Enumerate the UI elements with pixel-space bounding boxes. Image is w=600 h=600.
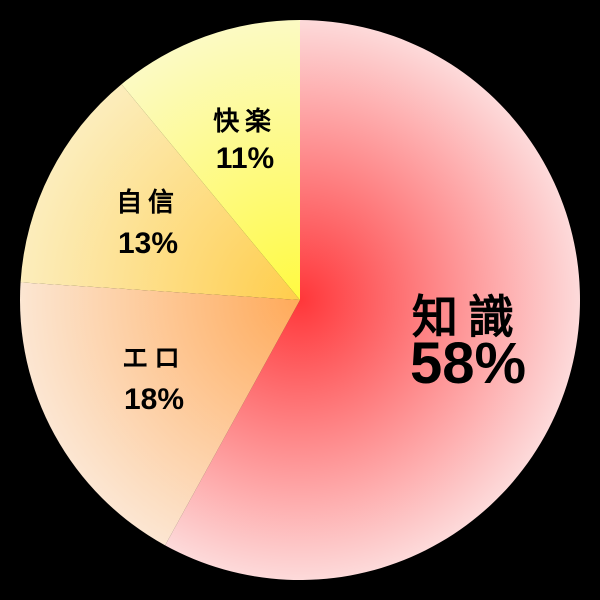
svg-text:13%: 13% <box>118 227 178 260</box>
svg-text:11%: 11% <box>216 142 274 175</box>
svg-text:18%: 18% <box>124 383 184 416</box>
svg-text:58%: 58% <box>410 331 526 396</box>
svg-text:快楽: 快楽 <box>213 106 276 136</box>
svg-text:エロ: エロ <box>122 343 185 373</box>
svg-text:自信: 自信 <box>116 187 179 217</box>
